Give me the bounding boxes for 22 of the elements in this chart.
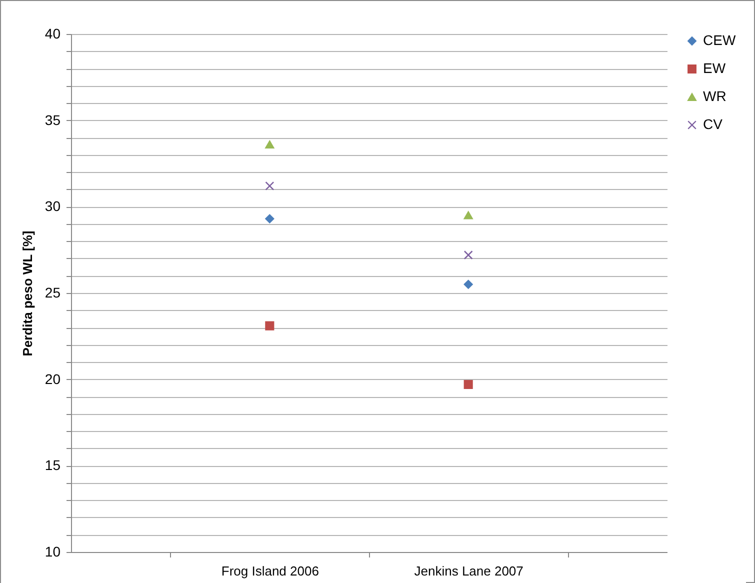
point — [464, 250, 473, 260]
y-tick-label: 25 — [44, 284, 61, 300]
legend-label: CV — [703, 116, 724, 132]
y-tick-label: 35 — [44, 112, 61, 128]
point — [265, 214, 274, 224]
point — [265, 140, 274, 149]
y-tick-label: 20 — [44, 370, 61, 387]
legend-label: WR — [703, 88, 726, 104]
y-tick-label: 30 — [44, 198, 61, 214]
point — [265, 321, 274, 330]
x-tick-label: Frog Island 2006 — [221, 564, 319, 578]
y-axis-title: Perdita peso WL [%] — [20, 230, 35, 356]
x-tick-label: Jenkins Lane 2007 — [414, 564, 524, 578]
legend-label: EW — [703, 60, 726, 76]
y-tick-label: 15 — [44, 457, 61, 474]
y-tick-label: 40 — [44, 26, 61, 42]
point — [464, 380, 473, 390]
point — [464, 280, 473, 289]
legend-label: CEW — [703, 32, 736, 48]
y-tick-label: 10 — [44, 544, 61, 560]
point — [464, 211, 473, 220]
point — [265, 181, 274, 190]
